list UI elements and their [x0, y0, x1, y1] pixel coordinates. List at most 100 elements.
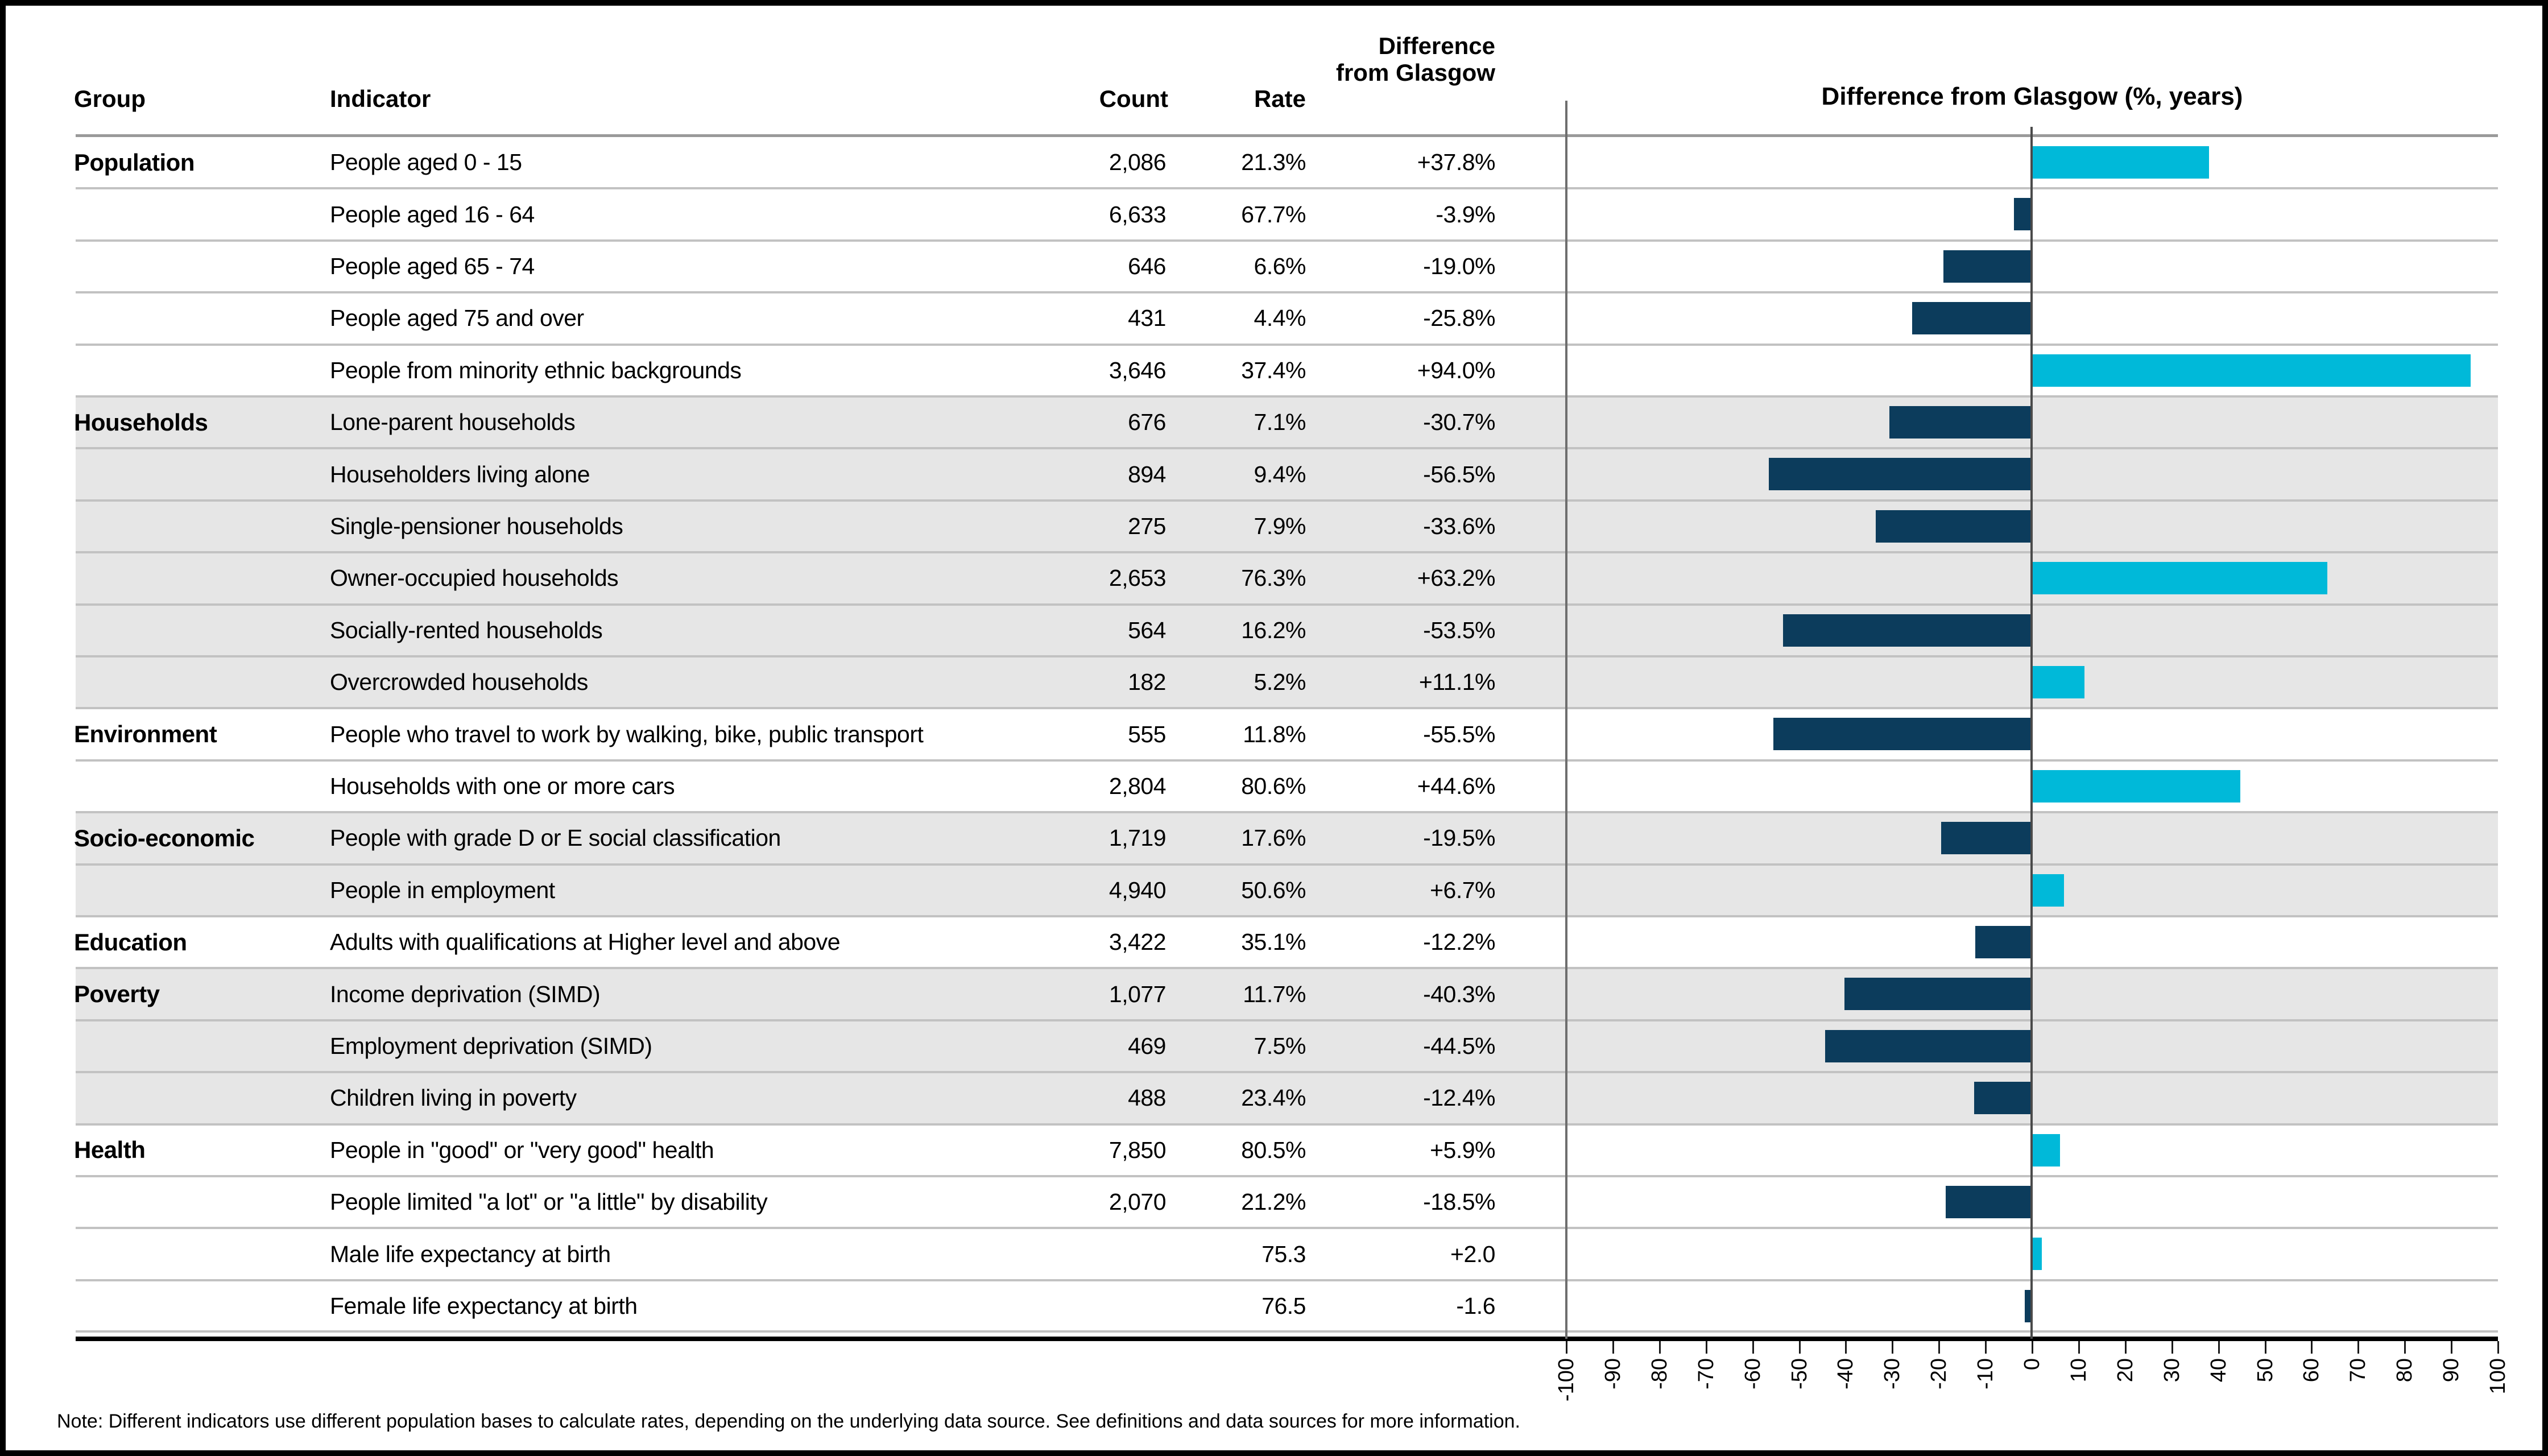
column-header-group: Group [74, 85, 146, 112]
group-cell: Education [74, 928, 187, 956]
table-row: Employment deprivation (SIMD) 469 7.5% -44.… [76, 1020, 2498, 1073]
group-cell: Environment [74, 721, 217, 748]
chart-zero-line [2030, 127, 2033, 1339]
indicator-cell: Owner-occupied households [330, 565, 619, 592]
difference-bar [2014, 198, 2032, 231]
rate-cell: 67.7% [1241, 201, 1306, 228]
column-header-indicator: Indicator [330, 85, 431, 112]
axis-tick [1845, 1341, 1847, 1354]
difference-cell: -1.6 [1456, 1292, 1495, 1319]
indicator-cell: Income deprivation (SIMD) [330, 981, 601, 1007]
indicator-cell: Lone-parent households [330, 409, 576, 436]
rate-cell: 4.4% [1254, 305, 1306, 332]
difference-cell: +44.6% [1417, 772, 1496, 799]
axis-tick [2451, 1341, 2453, 1354]
row-separator [76, 915, 2498, 917]
table-row: Poverty Income deprivation (SIMD) 1,077 11.… [74, 968, 2498, 1020]
table-row: Education Adults with qualifications at H… [74, 916, 2498, 969]
count-cell: 7,850 [1108, 1136, 1167, 1163]
axis-tick-label: 10 [2066, 1358, 2091, 1383]
count-cell: 555 [1128, 721, 1166, 747]
axis-tick-label: -40 [1834, 1358, 1858, 1389]
difference-cell: -3.9% [1436, 201, 1495, 228]
axis-tick-label: -90 [1600, 1358, 1625, 1389]
difference-bar [2033, 354, 2471, 387]
rate-cell: 5.2% [1254, 669, 1306, 696]
group-cell: Poverty [74, 981, 160, 1008]
rate-cell: 23.4% [1241, 1085, 1306, 1111]
count-cell: 2,086 [1108, 149, 1167, 176]
axis-tick-label: 50 [2253, 1358, 2277, 1383]
rate-cell: 11.8% [1243, 721, 1306, 747]
count-cell: 646 [1128, 253, 1166, 279]
table-row: People from minority ethnic backgrounds 3… [76, 344, 2498, 396]
rate-cell: 7.9% [1254, 512, 1306, 539]
indicator-cell: People who travel to work by walking, bi… [330, 721, 924, 747]
count-cell: 676 [1128, 409, 1166, 436]
difference-cell: -44.5% [1423, 1032, 1495, 1059]
axis-tick-label: 0 [2020, 1358, 2044, 1371]
row-separator [76, 863, 2498, 866]
axis-tick [2218, 1341, 2220, 1354]
row-separator [76, 967, 2498, 970]
table-row: Households with one or more cars 2,804 80.… [76, 760, 2498, 813]
axis-tick-label: 30 [2160, 1358, 2184, 1383]
row-separator [76, 1227, 2498, 1230]
axis-tick [2404, 1341, 2406, 1354]
axis-baseline [76, 1337, 2498, 1341]
axis-tick-label: -10 [1974, 1358, 1998, 1389]
footnote: Note: Different indicators use different… [57, 1410, 1520, 1432]
indicator-cell: Female life expectancy at birth [330, 1292, 638, 1319]
row-separator [76, 447, 2498, 450]
count-cell: 3,646 [1108, 357, 1167, 383]
table-row: Environment People who travel to work by … [74, 708, 2498, 760]
indicator-cell: Single-pensioner households [330, 512, 623, 539]
row-separator [76, 655, 2498, 657]
row-separator [76, 1175, 2498, 1177]
indicator-cell: Households with one or more cars [330, 772, 675, 799]
group-cell: Population [74, 148, 195, 176]
difference-cell: -30.7% [1423, 409, 1495, 436]
table-row: Owner-occupied households 2,653 76.3% +63.2… [76, 552, 2498, 605]
count-cell: 564 [1128, 617, 1166, 643]
difference-bar [2033, 1134, 2061, 1167]
indicator-cell: Male life expectancy at birth [330, 1240, 611, 1267]
row-separator [76, 1019, 2498, 1021]
axis-tick-label: -100 [1554, 1358, 1578, 1402]
axis-tick [2311, 1341, 2313, 1354]
axis-tick [2032, 1341, 2033, 1354]
axis-tick-label: 70 [2346, 1358, 2371, 1383]
rate-cell: 9.4% [1254, 461, 1306, 487]
count-cell: 275 [1128, 512, 1166, 539]
row-separator [76, 603, 2498, 606]
rate-cell: 37.4% [1241, 357, 1306, 383]
count-cell: 2,070 [1108, 1189, 1167, 1215]
count-cell: 2,653 [1108, 565, 1167, 592]
count-cell: 431 [1128, 305, 1166, 332]
indicator-cell: Overcrowded households [330, 669, 588, 696]
table-row: People aged 75 and over 431 4.4% -25.8% [76, 292, 2498, 345]
indicator-cell: Adults with qualifications at Higher lev… [330, 929, 841, 956]
axis-tick [1566, 1341, 1567, 1354]
difference-cell: -40.3% [1423, 981, 1495, 1007]
axis-tick-label: 20 [2113, 1358, 2137, 1383]
indicator-cell: People with grade D or E social classifi… [330, 825, 781, 851]
difference-bar [2033, 874, 2064, 907]
indicator-cell: Socially-rented households [330, 617, 603, 643]
indicator-cell: People from minority ethnic backgrounds [330, 357, 742, 383]
row-separator [76, 759, 2498, 762]
table-row: Male life expectancy at birth 75.3 +2.0 [76, 1228, 2498, 1280]
count-cell: 2,804 [1108, 772, 1167, 799]
rate-cell: 11.7% [1243, 981, 1306, 1007]
group-cell: Socio-economic [74, 824, 255, 851]
rate-cell: 16.2% [1241, 617, 1306, 643]
indicator-cell: Employment deprivation (SIMD) [330, 1032, 652, 1059]
count-cell: 894 [1128, 461, 1166, 487]
axis-tick [2357, 1341, 2360, 1354]
axis-tick [2171, 1341, 2173, 1354]
axis-tick-label: -50 [1787, 1358, 1811, 1389]
header-separator-line [76, 134, 2498, 137]
difference-bar [1773, 718, 2032, 751]
rate-cell: 7.1% [1254, 409, 1306, 436]
table-bottom-separator [76, 1330, 2498, 1333]
